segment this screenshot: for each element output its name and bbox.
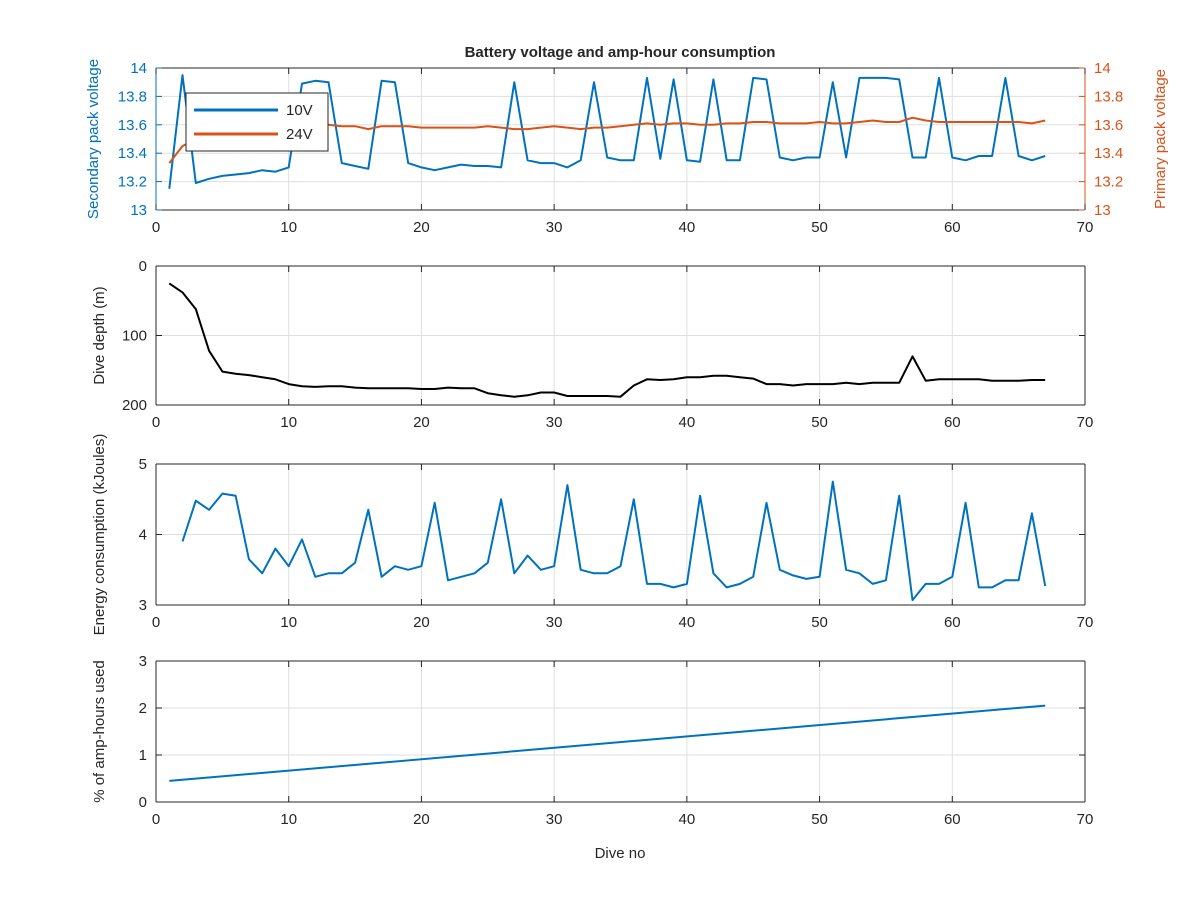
y-tick-label: 5 bbox=[139, 456, 147, 473]
y-axis-label: Dive depth (m) bbox=[91, 286, 108, 384]
x-tick-label: 60 bbox=[944, 811, 961, 828]
y-tick-label: 0 bbox=[139, 258, 147, 275]
x-tick-label: 50 bbox=[811, 219, 828, 236]
y-axis-label: Energy consumption (kJoules) bbox=[91, 434, 108, 636]
series-line-1 bbox=[168, 282, 1046, 398]
legend-box bbox=[185, 92, 329, 152]
x-tick-label: 30 bbox=[546, 414, 563, 431]
y-tick-label: 4 bbox=[139, 527, 147, 544]
y-tick-label: 1 bbox=[139, 747, 147, 764]
x-tick-label: 70 bbox=[1077, 219, 1094, 236]
x-tick-label: 50 bbox=[811, 811, 828, 828]
subplot-3: 0 10 20 30 40 50 60 70 3 4 5 Energy consumption (kJ… bbox=[91, 434, 1093, 636]
x-tick-label: 70 bbox=[1077, 614, 1094, 631]
x-tick-label: 0 bbox=[152, 414, 160, 431]
x-tick-label: 10 bbox=[280, 414, 297, 431]
legend-label: 24V bbox=[286, 126, 313, 143]
x-tick-label: 30 bbox=[546, 219, 563, 236]
x-tick-label: 30 bbox=[546, 614, 563, 631]
x-tick-label: 40 bbox=[679, 414, 696, 431]
subplot-1: 0 10 20 30 40 50 60 701313.213.413.613.8141313.… bbox=[85, 59, 1169, 236]
x-tick-label: 70 bbox=[1077, 414, 1094, 431]
y-right-tick-label: 13 bbox=[1094, 202, 1111, 219]
x-tick-label: 50 bbox=[811, 414, 828, 431]
y-right-tick-label: 14 bbox=[1094, 60, 1111, 77]
y-tick-label: 13.4 bbox=[118, 145, 147, 162]
y-tick-label: 13.8 bbox=[118, 88, 147, 105]
x-tick-label: 40 bbox=[679, 614, 696, 631]
subplot-4: 0 10 20 30 40 50 60 70 0 1 2 3 % of amp-hours used bbox=[91, 653, 1093, 828]
x-tick-label: 30 bbox=[546, 811, 563, 828]
x-tick-label: 40 bbox=[679, 811, 696, 828]
x-tick-label: 0 bbox=[152, 811, 160, 828]
y-tick-label: 3 bbox=[139, 597, 147, 614]
y-right-tick-label: 13.2 bbox=[1094, 174, 1123, 191]
y-tick-label: 3 bbox=[139, 653, 147, 670]
x-tick-label: 20 bbox=[413, 811, 430, 828]
x-tick-label: 40 bbox=[679, 219, 696, 236]
plot-area bbox=[156, 661, 1085, 802]
y-axis-label: Secondary pack voltage bbox=[85, 59, 102, 219]
series-line-10v bbox=[168, 74, 1046, 189]
series-line-1 bbox=[181, 480, 1047, 602]
y-tick-label: 13.2 bbox=[118, 174, 147, 191]
x-tick-label: 0 bbox=[152, 614, 160, 631]
x-tick-label: 60 bbox=[944, 614, 961, 631]
y-right-axis-label: Primary pack voltage bbox=[1152, 69, 1169, 209]
x-tick-label: 10 bbox=[280, 811, 297, 828]
y-tick-label: 0 bbox=[139, 794, 147, 811]
x-axis-label: Dive no bbox=[595, 845, 646, 862]
x-tick-label: 60 bbox=[944, 414, 961, 431]
x-tick-label: 10 bbox=[280, 614, 297, 631]
y-axis-label: % of amp-hours used bbox=[91, 660, 108, 803]
series-line-1 bbox=[169, 704, 1046, 782]
x-tick-label: 20 bbox=[413, 414, 430, 431]
chart-title: Battery voltage and amp-hour consumption bbox=[465, 44, 776, 61]
y-tick-label: 2 bbox=[139, 700, 147, 717]
y-right-tick-label: 13.6 bbox=[1094, 117, 1123, 134]
y-tick-label: 13 bbox=[130, 202, 147, 219]
x-tick-label: 50 bbox=[811, 614, 828, 631]
x-tick-label: 20 bbox=[413, 219, 430, 236]
x-tick-label: 70 bbox=[1077, 811, 1094, 828]
y-tick-label: 200 bbox=[122, 397, 147, 414]
x-tick-label: 20 bbox=[413, 614, 430, 631]
y-right-tick-label: 13.4 bbox=[1094, 145, 1123, 162]
y-tick-label: 14 bbox=[130, 60, 147, 77]
y-tick-label: 13.6 bbox=[118, 117, 147, 134]
y-tick-label: 100 bbox=[122, 328, 147, 345]
y-right-tick-label: 13.8 bbox=[1094, 88, 1123, 105]
x-tick-label: 60 bbox=[944, 219, 961, 236]
x-tick-label: 0 bbox=[152, 219, 160, 236]
x-tick-label: 10 bbox=[280, 219, 297, 236]
subplot-2: 0 10 20 30 40 50 60 70 0 100 200 Dive depth (m) bbox=[91, 258, 1093, 431]
legend-label: 10V bbox=[286, 102, 313, 119]
